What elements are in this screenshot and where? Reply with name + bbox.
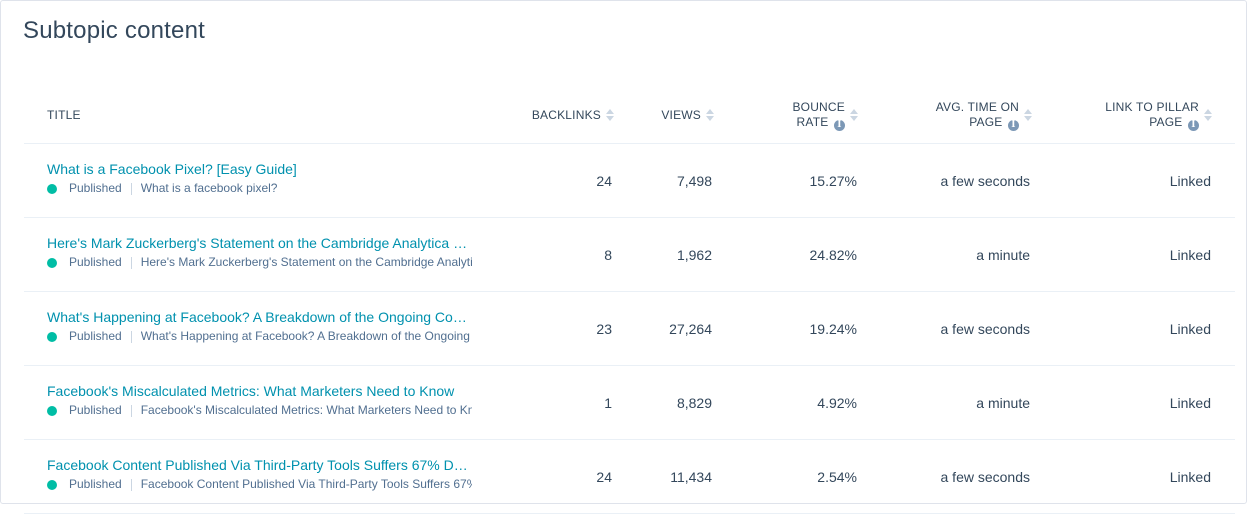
post-title-link[interactable]: What is a Facebook Pixel? [Easy Guide] (47, 161, 297, 177)
post-title-link[interactable]: Facebook Content Published Via Third-Par… (47, 457, 472, 473)
post-meta: Published Facebook's Miscalculated Metri… (47, 403, 472, 418)
avg-time-value: a minute (976, 395, 1030, 411)
title-cell: What is a Facebook Pixel? [Easy Guide] P… (47, 160, 472, 196)
post-meta: Published What's Happening at Facebook? … (47, 329, 472, 344)
link-status-value: Linked (1169, 395, 1211, 411)
backlinks-value: 8 (604, 247, 612, 263)
info-icon[interactable]: i (1188, 119, 1199, 131)
divider (130, 404, 132, 417)
status-dot-icon (47, 331, 57, 342)
sort-icon[interactable] (1204, 109, 1212, 121)
backlinks-value: 24 (596, 469, 612, 485)
table-row: What's Happening at Facebook? A Breakdow… (24, 292, 1235, 366)
table-header: TITLE BACKLINKS VIEWS BOUNCE RATE i (24, 86, 1235, 144)
divider (130, 256, 132, 269)
bounce-rate-value: 24.82% (809, 247, 857, 263)
views-value: 8,829 (676, 395, 712, 411)
post-title-link[interactable]: Facebook's Miscalculated Metrics: What M… (47, 383, 455, 399)
status-label: Published (69, 329, 122, 343)
link-status-value: Linked (1169, 247, 1211, 263)
views-value: 1,962 (676, 247, 712, 263)
column-header-link-to-pillar[interactable]: LINK TO PILLAR PAGE i (1060, 86, 1212, 144)
divider (130, 478, 132, 491)
info-icon[interactable]: i (834, 119, 845, 131)
title-cell: Here's Mark Zuckerberg's Statement on th… (47, 234, 472, 270)
post-slug: Facebook Content Published Via Third-Par… (140, 477, 472, 491)
avg-time-value: a few seconds (940, 173, 1031, 189)
status-label: Published (69, 255, 122, 269)
status-label: Published (69, 403, 122, 417)
table-row: Facebook Content Published Via Third-Par… (24, 440, 1235, 514)
post-meta: Published Here's Mark Zuckerberg's State… (47, 255, 472, 270)
title-cell: What's Happening at Facebook? A Breakdow… (47, 308, 472, 344)
avg-time-value: a few seconds (940, 469, 1031, 485)
status-dot-icon (47, 257, 57, 268)
avg-time-value: a few seconds (940, 321, 1031, 337)
column-header-title[interactable]: TITLE (47, 107, 81, 122)
post-meta: Published What is a facebook pixel? (47, 181, 472, 196)
table-row: Facebook's Miscalculated Metrics: What M… (24, 366, 1235, 440)
post-slug: Here's Mark Zuckerberg's Statement on th… (140, 255, 472, 269)
backlinks-value: 24 (596, 173, 612, 189)
column-header-bounce-rate[interactable]: BOUNCE RATE i (708, 86, 858, 144)
link-status-value: Linked (1169, 321, 1211, 337)
sort-icon[interactable] (606, 109, 614, 121)
views-value: 11,434 (670, 469, 712, 485)
table-row: What is a Facebook Pixel? [Easy Guide] P… (24, 144, 1235, 218)
table-row: Here's Mark Zuckerberg's Statement on th… (24, 218, 1235, 292)
card-title: Subtopic content (23, 17, 205, 44)
column-header-backlinks[interactable]: BACKLINKS (464, 86, 614, 144)
post-slug: Facebook's Miscalculated Metrics: What M… (140, 403, 472, 417)
status-dot-icon (47, 183, 57, 194)
status-dot-icon (47, 405, 57, 416)
post-title-link[interactable]: What's Happening at Facebook? A Breakdow… (47, 309, 472, 325)
column-header-views[interactable]: VIEWS (564, 86, 714, 144)
bounce-rate-value: 4.92% (817, 395, 857, 411)
title-cell: Facebook Content Published Via Third-Par… (47, 456, 472, 492)
status-label: Published (69, 477, 122, 491)
link-status-value: Linked (1169, 469, 1211, 485)
column-header-avg-time[interactable]: AVG. TIME ON PAGE i (882, 86, 1032, 144)
sort-icon[interactable] (850, 109, 858, 121)
views-value: 27,264 (669, 321, 712, 337)
post-slug: What is a facebook pixel? (140, 181, 278, 195)
divider (130, 330, 132, 343)
bounce-rate-value: 2.54% (817, 469, 857, 485)
bounce-rate-value: 19.24% (809, 321, 857, 337)
views-value: 7,498 (676, 173, 712, 189)
backlinks-value: 23 (596, 321, 612, 337)
bounce-rate-value: 15.27% (809, 173, 857, 189)
post-meta: Published Facebook Content Published Via… (47, 477, 472, 492)
subtopic-table: TITLE BACKLINKS VIEWS BOUNCE RATE i (24, 86, 1235, 514)
post-slug: What's Happening at Facebook? A Breakdow… (140, 329, 472, 343)
backlinks-value: 1 (604, 395, 612, 411)
title-cell: Facebook's Miscalculated Metrics: What M… (47, 382, 472, 418)
status-label: Published (69, 181, 122, 195)
status-dot-icon (47, 479, 57, 490)
sort-icon[interactable] (706, 109, 714, 121)
avg-time-value: a minute (976, 247, 1030, 263)
info-icon[interactable]: i (1008, 119, 1019, 131)
link-status-value: Linked (1169, 173, 1211, 189)
divider (130, 182, 132, 195)
post-title-link[interactable]: Here's Mark Zuckerberg's Statement on th… (47, 235, 472, 251)
sort-icon[interactable] (1024, 109, 1032, 121)
table-body: What is a Facebook Pixel? [Easy Guide] P… (24, 144, 1235, 514)
